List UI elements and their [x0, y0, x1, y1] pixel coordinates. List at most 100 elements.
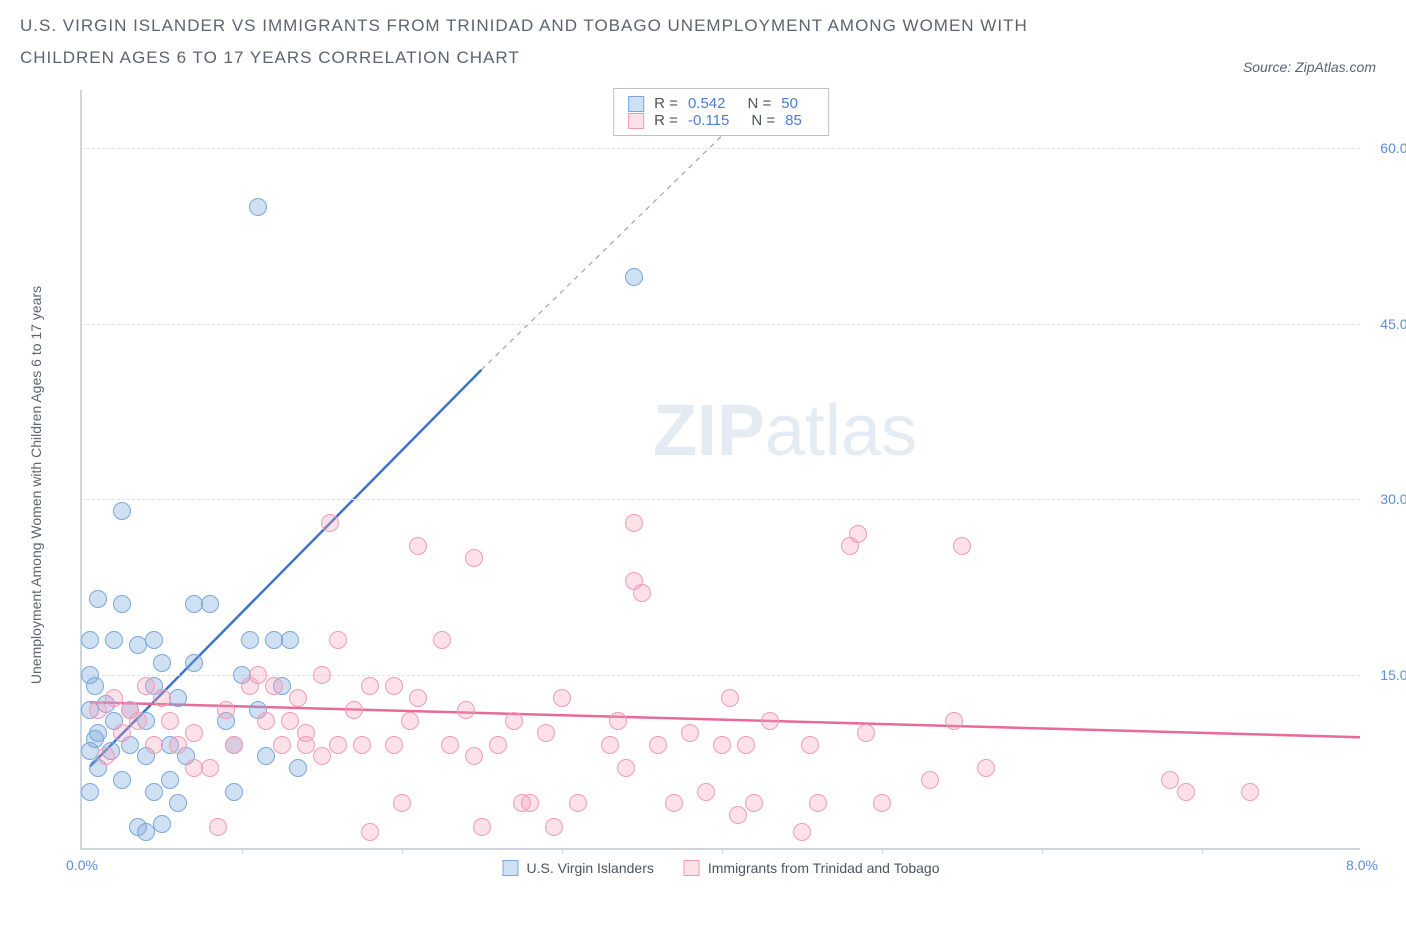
x-tick-label: 8.0% — [1346, 857, 1378, 873]
data-point — [809, 794, 827, 812]
grid-line — [82, 499, 1360, 500]
data-point — [761, 712, 779, 730]
data-point — [209, 818, 227, 836]
y-axis-label: Unemployment Among Women with Children A… — [28, 286, 44, 684]
data-point — [849, 525, 867, 543]
data-point — [89, 701, 107, 719]
data-point — [465, 747, 483, 765]
data-point — [713, 736, 731, 754]
data-point — [793, 823, 811, 841]
y-tick-label: 45.0% — [1365, 316, 1406, 332]
x-tick-mark — [722, 848, 723, 854]
legend-item-pink: Immigrants from Trinidad and Tobago — [684, 860, 940, 876]
data-point — [153, 689, 171, 707]
data-point — [441, 736, 459, 754]
x-tick-mark — [1202, 848, 1203, 854]
y-tick-label: 60.0% — [1365, 140, 1406, 156]
data-point — [185, 654, 203, 672]
data-point — [489, 736, 507, 754]
grid-line — [82, 324, 1360, 325]
data-point — [977, 759, 995, 777]
stats-row: R = -0.115N = 85 — [628, 112, 814, 129]
data-point — [81, 631, 99, 649]
data-point — [1241, 783, 1259, 801]
trend-lines — [82, 90, 1360, 848]
data-point — [145, 736, 163, 754]
swatch-icon — [628, 96, 644, 112]
data-point — [289, 689, 307, 707]
data-point — [409, 689, 427, 707]
data-point — [625, 268, 643, 286]
data-point — [729, 806, 747, 824]
data-point — [361, 677, 379, 695]
stats-row: R = 0.542N = 50 — [628, 95, 814, 112]
data-point — [201, 759, 219, 777]
source-label: Source: ZipAtlas.com — [1243, 59, 1376, 75]
data-point — [169, 689, 187, 707]
data-point — [145, 783, 163, 801]
data-point — [329, 736, 347, 754]
data-point — [105, 631, 123, 649]
data-point — [345, 701, 363, 719]
data-point — [393, 794, 411, 812]
data-point — [225, 783, 243, 801]
series-legend: U.S. Virgin Islanders Immigrants from Tr… — [503, 860, 940, 876]
data-point — [81, 783, 99, 801]
data-point — [457, 701, 475, 719]
data-point — [921, 771, 939, 789]
data-point — [241, 631, 259, 649]
data-point — [681, 724, 699, 742]
chart-title: U.S. VIRGIN ISLANDER VS IMMIGRANTS FROM … — [20, 10, 1120, 75]
data-point — [153, 815, 171, 833]
x-tick-label: 0.0% — [66, 857, 98, 873]
data-point — [361, 823, 379, 841]
data-point — [553, 689, 571, 707]
data-point — [545, 818, 563, 836]
data-point — [113, 502, 131, 520]
data-point — [113, 771, 131, 789]
scatter-plot: ZIPatlas R = 0.542N = 50R = -0.115N = 85… — [80, 90, 1360, 850]
data-point — [737, 736, 755, 754]
grid-line — [82, 148, 1360, 149]
x-tick-mark — [402, 848, 403, 854]
data-point — [537, 724, 555, 742]
data-point — [281, 631, 299, 649]
data-point — [273, 736, 291, 754]
y-tick-label: 30.0% — [1365, 491, 1406, 507]
data-point — [97, 747, 115, 765]
data-point — [137, 677, 155, 695]
data-point — [313, 747, 331, 765]
data-point — [625, 514, 643, 532]
data-point — [569, 794, 587, 812]
data-point — [265, 677, 283, 695]
swatch-icon — [684, 860, 700, 876]
data-point — [321, 514, 339, 532]
data-point — [601, 736, 619, 754]
data-point — [329, 631, 347, 649]
watermark: ZIPatlas — [653, 390, 917, 472]
data-point — [169, 794, 187, 812]
data-point — [281, 712, 299, 730]
data-point — [433, 631, 451, 649]
data-point — [249, 666, 267, 684]
data-point — [385, 677, 403, 695]
swatch-icon — [628, 113, 644, 129]
data-point — [521, 794, 539, 812]
data-point — [105, 689, 123, 707]
data-point — [409, 537, 427, 555]
data-point — [465, 549, 483, 567]
data-point — [697, 783, 715, 801]
x-tick-mark — [882, 848, 883, 854]
data-point — [89, 590, 107, 608]
data-point — [1177, 783, 1195, 801]
data-point — [473, 818, 491, 836]
data-point — [353, 736, 371, 754]
data-point — [873, 794, 891, 812]
data-point — [217, 701, 235, 719]
data-point — [161, 771, 179, 789]
swatch-icon — [503, 860, 519, 876]
legend-item-blue: U.S. Virgin Islanders — [503, 860, 654, 876]
data-point — [249, 198, 267, 216]
data-point — [801, 736, 819, 754]
data-point — [505, 712, 523, 730]
